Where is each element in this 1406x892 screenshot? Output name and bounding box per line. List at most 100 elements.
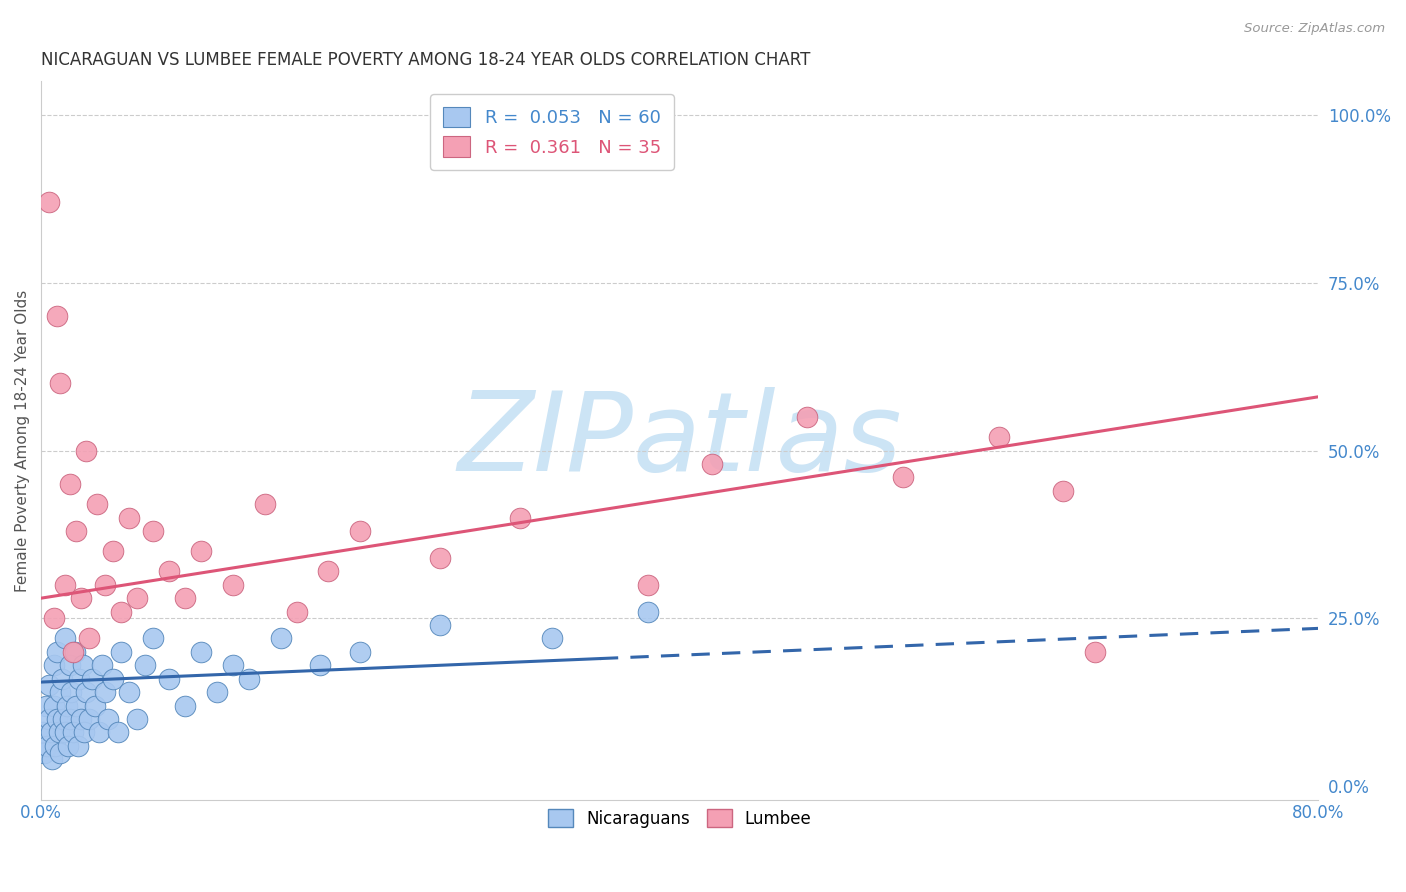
Text: Source: ZipAtlas.com: Source: ZipAtlas.com (1244, 22, 1385, 36)
Point (49, 746, 72, 760)
Point (221, 658, 243, 673)
Point (107, 725, 129, 739)
Point (238, 672, 260, 686)
Point (82, 672, 104, 686)
Point (46, 645, 69, 659)
Point (125, 591, 148, 606)
Point (110, 645, 132, 659)
Point (77, 712, 100, 726)
Point (59, 712, 82, 726)
Point (46, 712, 69, 726)
Point (48, 725, 70, 739)
Point (90, 658, 112, 673)
Point (59, 477, 82, 491)
Point (42, 698, 65, 713)
Point (94, 578, 117, 592)
Point (173, 591, 195, 606)
Point (349, 645, 371, 659)
Point (51, 672, 73, 686)
Point (270, 632, 292, 646)
Point (53, 578, 76, 592)
Point (125, 712, 148, 726)
Point (97, 712, 120, 726)
Point (38, 195, 60, 210)
Point (429, 550, 451, 565)
Point (58, 739, 80, 753)
Point (891, 470, 914, 484)
Y-axis label: Female Poverty Among 18-24 Year Olds: Female Poverty Among 18-24 Year Olds (15, 289, 30, 591)
Point (637, 578, 659, 592)
Point (87, 725, 110, 739)
Point (157, 672, 180, 686)
Point (34, 746, 56, 760)
Point (1052, 483, 1074, 498)
Text: ZIPatlas: ZIPatlas (457, 387, 901, 494)
Point (55, 698, 77, 713)
Point (65, 524, 87, 538)
Point (134, 658, 156, 673)
Point (157, 564, 180, 578)
Point (42, 611, 65, 625)
Point (86, 497, 108, 511)
Point (101, 544, 124, 558)
Point (309, 658, 332, 673)
Point (38, 712, 60, 726)
Point (42, 658, 65, 673)
Point (94, 685, 117, 699)
Point (70, 591, 93, 606)
Point (70, 712, 93, 726)
Point (41, 752, 63, 766)
Point (509, 510, 531, 524)
Point (541, 632, 564, 646)
Point (318, 564, 340, 578)
Point (142, 524, 165, 538)
Point (349, 524, 371, 538)
Point (53, 632, 76, 646)
Point (73, 725, 96, 739)
Point (49, 376, 72, 391)
Point (35, 698, 58, 713)
Point (66, 739, 89, 753)
Point (77, 632, 100, 646)
Point (253, 497, 276, 511)
Point (38, 678, 60, 692)
Point (75, 685, 97, 699)
Point (60, 685, 83, 699)
Point (53, 725, 76, 739)
Point (221, 578, 243, 592)
Point (190, 544, 212, 558)
Legend: Nicaraguans, Lumbee: Nicaraguans, Lumbee (541, 803, 818, 834)
Point (101, 672, 124, 686)
Point (49, 685, 72, 699)
Point (37, 739, 59, 753)
Point (637, 605, 659, 619)
Point (429, 618, 451, 632)
Point (62, 645, 84, 659)
Point (1084, 645, 1107, 659)
Point (52, 712, 75, 726)
Point (67, 672, 90, 686)
Point (285, 605, 308, 619)
Text: NICARAGUAN VS LUMBEE FEMALE POVERTY AMONG 18-24 YEAR OLDS CORRELATION CHART: NICARAGUAN VS LUMBEE FEMALE POVERTY AMON… (41, 51, 810, 69)
Point (44, 739, 66, 753)
Point (72, 658, 94, 673)
Point (118, 510, 141, 524)
Point (118, 685, 141, 699)
Point (796, 409, 818, 424)
Point (46, 310, 69, 324)
Point (65, 698, 87, 713)
Point (190, 645, 212, 659)
Point (988, 430, 1011, 444)
Point (62, 725, 84, 739)
Point (700, 457, 723, 471)
Point (173, 698, 195, 713)
Point (75, 443, 97, 458)
Point (205, 685, 228, 699)
Point (84, 698, 107, 713)
Point (59, 658, 82, 673)
Point (63, 645, 86, 659)
Point (142, 632, 165, 646)
Point (31, 725, 53, 739)
Point (110, 605, 132, 619)
Point (39, 725, 62, 739)
